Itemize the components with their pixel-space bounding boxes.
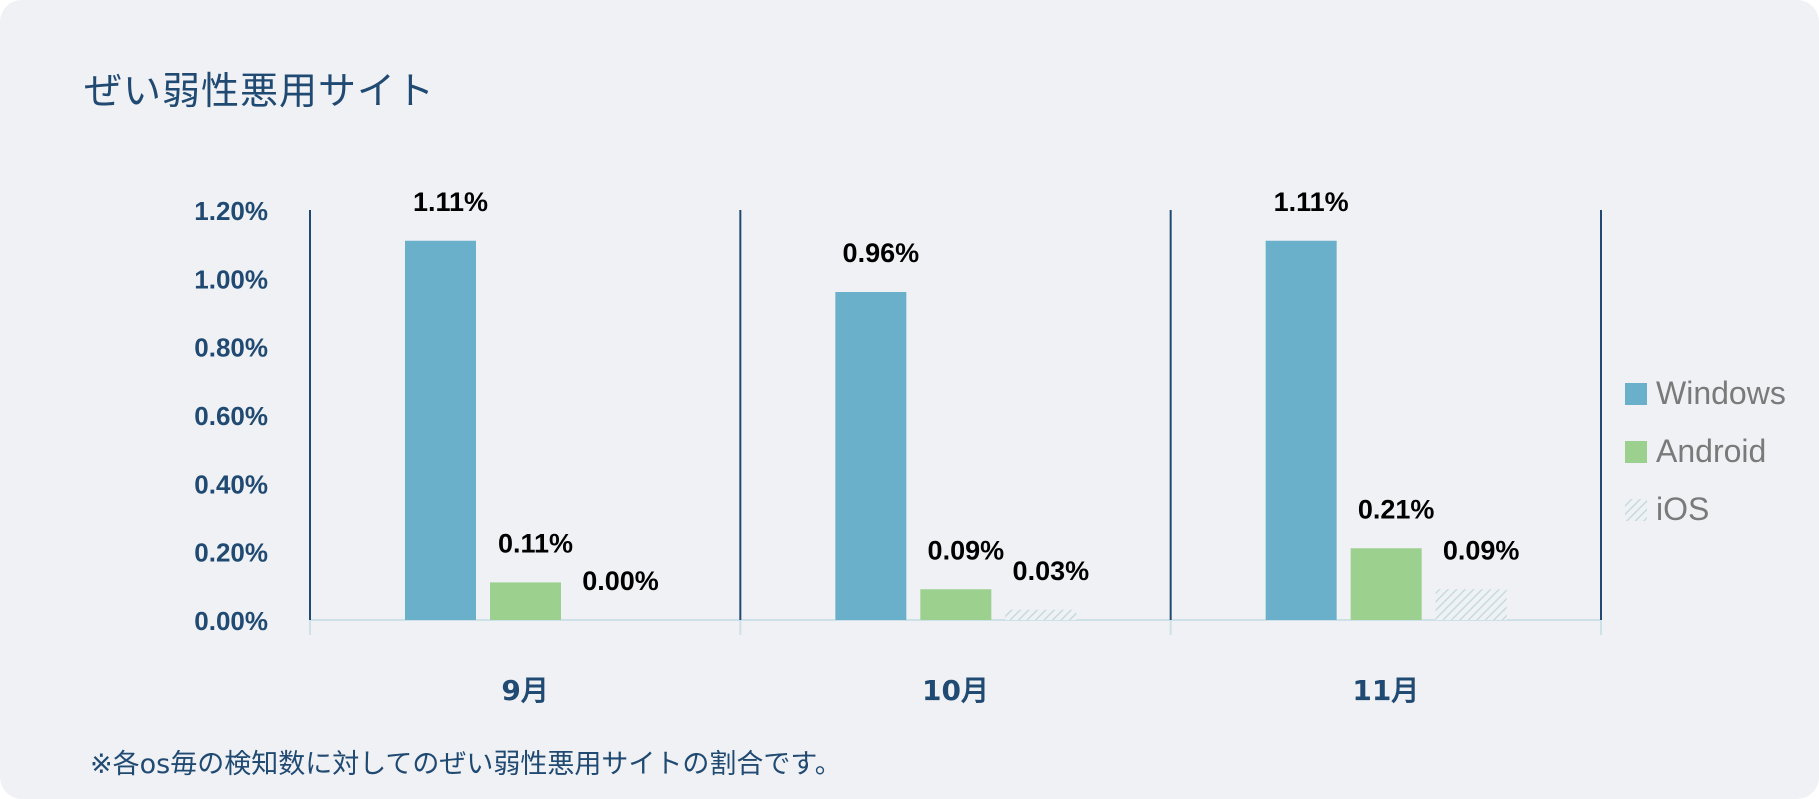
- bar-android-0: [490, 582, 561, 620]
- legend-swatch-android: [1625, 441, 1647, 463]
- bar-ios-2: [1435, 589, 1507, 620]
- bar-ios-1: [1005, 609, 1077, 620]
- category-labels: 9月 10月 11月: [501, 674, 1419, 707]
- value-label-android-0: 0.11%: [498, 528, 573, 558]
- footnote: ※各os毎の検知数に対してのぜい弱性悪用サイトの割合です。: [90, 749, 842, 780]
- category-label: 9月: [501, 674, 548, 707]
- bar-windows-0: [405, 240, 476, 620]
- value-labels: 1.11% 0.96% 1.11% 0.11% 0.09% 0.21% 0.00% 0.03%…: [413, 187, 1519, 596]
- y-tick-label: 0.40%: [194, 469, 268, 499]
- y-tick-label: 0.60%: [194, 401, 268, 431]
- legend-swatch-ios: [1625, 499, 1647, 521]
- y-axis-ticks: 0.00% 0.20% 0.40% 0.60% 0.80% 1.00% 1.20%: [194, 196, 268, 636]
- bar-android-2: [1350, 548, 1422, 620]
- bar-windows-2: [1265, 240, 1337, 620]
- category-label: 11月: [1352, 674, 1419, 707]
- bar-android-1: [920, 589, 992, 620]
- y-tick-label: 0.80%: [194, 333, 268, 363]
- value-label-windows-2: 1.11%: [1274, 187, 1349, 217]
- y-tick-label: 0.20%: [194, 538, 268, 568]
- legend-label-ios: iOS: [1656, 491, 1709, 527]
- y-tick-label: 1.20%: [194, 196, 268, 226]
- value-label-windows-0: 1.11%: [413, 187, 488, 217]
- value-label-windows-1: 0.96%: [843, 238, 920, 268]
- value-label-android-2: 0.21%: [1358, 494, 1435, 524]
- value-label-ios-1: 0.03%: [1013, 556, 1090, 586]
- bar-windows-1: [835, 292, 907, 620]
- bar-chart: 0.00% 0.20% 0.40% 0.60% 0.80% 1.00% 1.20% 1.11…: [194, 187, 1786, 707]
- legend: Windows Android iOS: [1625, 375, 1786, 527]
- category-label: 10月: [922, 674, 989, 707]
- legend-label-windows: Windows: [1656, 375, 1786, 411]
- legend-label-android: Android: [1656, 433, 1766, 469]
- legend-swatch-windows: [1625, 383, 1647, 405]
- value-label-ios-0: 0.00%: [582, 566, 659, 596]
- chart-title: ぜい弱性悪用サイト: [84, 69, 436, 113]
- y-tick-label: 0.00%: [194, 606, 268, 636]
- value-label-ios-2: 0.09%: [1443, 535, 1520, 565]
- bars: [405, 240, 1507, 620]
- value-label-android-1: 0.09%: [928, 535, 1005, 565]
- y-tick-label: 1.00%: [194, 264, 268, 294]
